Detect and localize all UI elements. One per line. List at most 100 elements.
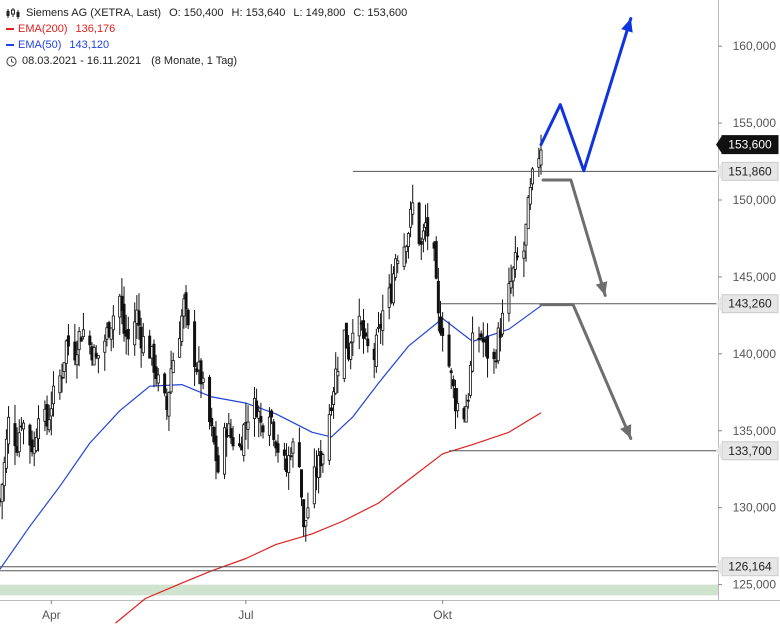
ema50-swatch [6,44,14,46]
candle-body [513,252,517,270]
candle-body [152,343,156,373]
candle-body [199,360,203,385]
candle-body [64,340,68,364]
candle-body [133,321,137,346]
candle-body [34,437,38,451]
candle-body [509,281,513,289]
candle-body [362,320,366,339]
ema200-line [115,412,542,624]
candle-body [17,432,21,453]
x-tick-label: Apr [42,608,61,622]
candle-body [186,309,190,326]
price-tag-label: 151,860 [728,164,772,178]
candle-body [492,351,496,360]
candle-body [404,246,408,253]
candle-body [75,354,79,366]
ema50-line [0,305,542,570]
y-tick-label: 150,000 [733,193,777,207]
candle-body [79,337,83,342]
candle-body [287,455,291,473]
price-tag-pointer [716,135,722,154]
candle-body [327,414,331,461]
candle-body [45,404,49,427]
y-tick-label: 130,000 [733,501,777,515]
legend-ema50-row: EMA(50) 143,120 [6,37,411,53]
candle-body [289,455,293,458]
candle-body [494,360,498,363]
price-tag-label: 133,700 [728,444,772,458]
candle-body [30,439,34,453]
candle-body [257,411,261,419]
candle-body [167,392,171,417]
candle-body [434,241,438,279]
candle-body [486,335,490,359]
candle-body [201,377,205,383]
candle-body [111,315,115,331]
levels-layer: 153,600 151,860 143,260 133,700 126,164 [0,135,779,577]
ema200-layer [115,412,542,624]
candle-body [297,442,301,468]
candle-body [212,427,216,443]
candle-body [291,441,295,454]
candles-layer [0,134,543,542]
candle-body [447,334,451,367]
candle-body [229,428,233,439]
y-tick-label: 135,000 [733,424,777,438]
projection-down-arrow-2 [539,303,633,440]
y-tick-label: 155,000 [733,116,777,130]
candle-body [261,425,265,433]
price-tag-label: 143,260 [728,297,772,311]
candle-body [302,499,306,528]
candle-body [267,416,271,436]
candle-body [62,362,66,372]
price-tag-pointer [716,441,722,460]
candle-body [364,332,368,337]
candle-body [66,335,70,347]
candle-body [528,187,532,205]
candle-body [449,370,453,374]
candle-body [466,399,470,402]
candle-body [154,366,158,380]
candle-body [530,168,534,185]
candle-body [178,338,182,358]
projection-down-arrow-1 [541,178,607,297]
candle-body [317,455,321,479]
candle-body [511,267,515,282]
legend-instrument: Siemens AG (XETRA, Last) [26,7,162,19]
candle-body [419,240,423,245]
price-tag-pointer [716,294,722,313]
candle-body [7,416,11,445]
candle-body [255,400,259,417]
price-tag-label: 153,600 [728,138,772,152]
candle-body [421,230,425,240]
chart-legend: Siemens AG (XETRA, Last) O: 150,400 H: 1… [6,5,411,69]
support-zone-layer [0,584,718,596]
candle-body [242,424,246,456]
candle-body [60,376,64,379]
y-tick-label: 160,000 [733,39,777,53]
clock-icon [6,55,17,67]
ema50-layer [0,305,542,570]
candle-body [210,417,214,427]
candle-body [120,295,124,312]
projection-down-arrow-1-head [595,281,608,296]
candle-body [22,422,26,430]
legend-high: H: 153,640 [231,7,286,19]
candle-body [417,202,421,244]
candle-body [28,424,32,446]
candle-body [409,208,413,228]
candle-body [282,449,286,456]
candle-body [391,273,395,304]
candle-body [471,332,475,372]
candle-body [381,310,385,331]
candle-body [49,408,53,417]
legend-ema200-value: 136,176 [75,23,116,35]
candle-body [496,327,500,362]
candle-body [193,321,197,368]
candle-body [272,421,276,440]
x-axis: Apr Jul Okt [42,600,453,622]
x-tick-label: Jul [238,608,253,622]
candle-body [223,427,227,475]
candle-body [411,202,415,215]
